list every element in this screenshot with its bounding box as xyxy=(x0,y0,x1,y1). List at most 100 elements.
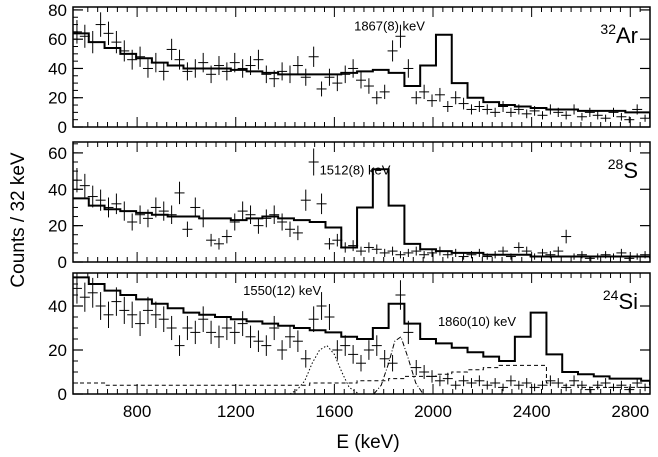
data-point xyxy=(505,253,516,260)
data-point xyxy=(198,209,209,228)
data-point xyxy=(442,251,453,259)
data-point xyxy=(498,246,509,256)
data-point xyxy=(356,354,367,372)
peak-annotation: 1867(8) keV xyxy=(354,18,425,33)
data-point xyxy=(150,301,161,328)
x-axis-label: E (keV) xyxy=(336,432,399,453)
data-point xyxy=(513,104,524,115)
data-point xyxy=(348,345,359,364)
data-point xyxy=(450,91,461,105)
data-point xyxy=(600,251,611,259)
data-point xyxy=(340,335,351,356)
fit-histogram xyxy=(73,32,650,119)
data-point xyxy=(111,30,122,54)
data-point xyxy=(395,251,406,259)
data-point xyxy=(95,292,106,320)
x-tick-label: 1600 xyxy=(315,402,353,421)
data-point xyxy=(442,101,453,112)
x-tick-label: 2000 xyxy=(414,402,452,421)
data-point xyxy=(474,101,485,112)
data-point xyxy=(632,378,643,388)
data-point xyxy=(253,49,264,70)
fit-histogram xyxy=(73,276,650,386)
y-tick-label: 60 xyxy=(48,144,67,163)
data-point xyxy=(332,233,343,247)
data-point xyxy=(561,229,572,244)
fit-histogram xyxy=(73,168,650,259)
data-point xyxy=(324,238,335,250)
data-point xyxy=(395,24,406,48)
data-point xyxy=(308,46,319,67)
data-point xyxy=(521,109,532,119)
data-point xyxy=(245,205,256,224)
data-point xyxy=(403,248,414,257)
data-point xyxy=(111,193,122,215)
data-point xyxy=(427,370,438,383)
data-point xyxy=(95,189,106,211)
data-point xyxy=(624,386,635,393)
data-point xyxy=(348,59,359,78)
data-point xyxy=(513,380,524,390)
data-point xyxy=(127,213,138,231)
data-point xyxy=(608,107,619,117)
data-point xyxy=(174,49,185,70)
data-point xyxy=(119,40,130,62)
data-point xyxy=(363,78,374,94)
data-point xyxy=(411,91,422,105)
data-point xyxy=(284,325,295,349)
y-tick-label: 0 xyxy=(58,385,67,404)
isotope-symbol: Ar xyxy=(616,23,638,48)
data-point xyxy=(253,330,264,352)
data-point xyxy=(640,114,650,122)
data-point xyxy=(119,201,130,221)
data-point xyxy=(371,335,382,356)
data-point xyxy=(269,70,280,88)
data-point xyxy=(340,65,351,84)
data-point xyxy=(79,173,90,198)
data-point xyxy=(458,375,469,387)
panel-2: 0 20 40 60 1512(8) keV 28S xyxy=(48,141,651,272)
data-point xyxy=(142,296,153,324)
data-point xyxy=(103,301,114,328)
data-point xyxy=(395,280,406,310)
data-point xyxy=(213,325,224,349)
data-point xyxy=(434,246,445,256)
data-point xyxy=(332,340,343,360)
panel-frame xyxy=(72,272,651,395)
data-point xyxy=(158,201,169,221)
data-point xyxy=(237,311,248,337)
data-point xyxy=(600,114,611,122)
data-point xyxy=(221,229,232,244)
y-tick-label: 40 xyxy=(48,59,67,78)
data-point xyxy=(127,301,138,328)
data-point xyxy=(348,240,359,252)
y-tick-label: 40 xyxy=(48,297,67,316)
data-point xyxy=(316,193,327,215)
data-point xyxy=(277,213,288,231)
data-point xyxy=(158,306,169,333)
data-point xyxy=(206,65,217,84)
data-point xyxy=(434,375,445,387)
peak-annotation: 1512(8) keV xyxy=(320,163,391,178)
data-point xyxy=(387,354,398,372)
data-point xyxy=(166,315,177,341)
data-point xyxy=(174,335,185,356)
data-point xyxy=(419,365,430,379)
data-point xyxy=(190,197,201,218)
y-tick-label: 80 xyxy=(48,1,67,20)
data-point xyxy=(237,201,248,221)
data-point xyxy=(624,116,635,123)
y-tick-label: 20 xyxy=(48,217,67,236)
peak-1860-curve xyxy=(373,336,424,394)
data-point xyxy=(269,315,280,341)
data-point xyxy=(592,111,603,120)
y-tick-label: 0 xyxy=(58,118,67,137)
data-point xyxy=(537,248,548,257)
data-point xyxy=(458,253,469,260)
data-point xyxy=(300,350,311,368)
data-point xyxy=(324,303,335,331)
data-point xyxy=(482,104,493,115)
data-point xyxy=(119,296,130,324)
data-point xyxy=(158,62,169,81)
data-point xyxy=(434,87,445,102)
